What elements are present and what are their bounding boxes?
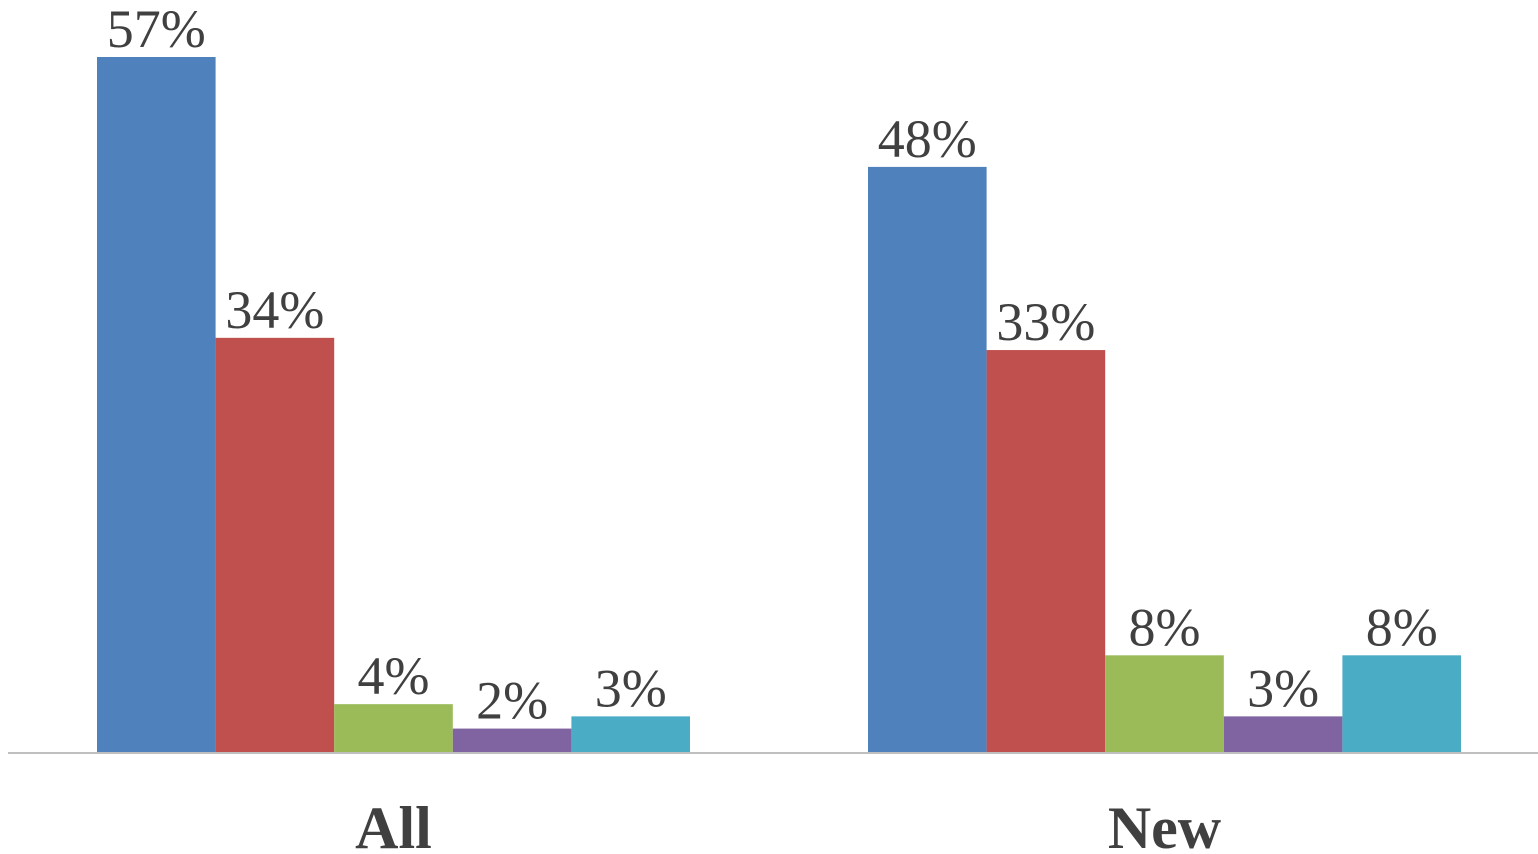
bar-new-series-1 [868, 167, 987, 753]
bar-new-series-4 [1224, 716, 1343, 753]
bar-all-series-4 [453, 729, 572, 753]
bar-all-series-1 [97, 57, 216, 753]
data-label-all-series-5: 3% [595, 658, 667, 718]
category-labels-layer: All New [355, 795, 1222, 854]
data-label-all-series-3: 4% [358, 646, 430, 706]
data-label-new-series-3: 8% [1129, 597, 1201, 657]
data-label-all-series-1: 57% [107, 0, 206, 59]
data-label-new-series-5: 8% [1366, 597, 1438, 657]
data-label-new-series-4: 3% [1247, 658, 1319, 718]
category-label-new: New [1108, 795, 1222, 854]
data-label-all-series-2: 34% [225, 280, 324, 340]
data-label-new-series-2: 33% [996, 292, 1095, 352]
bar-new-series-2 [987, 350, 1106, 753]
bars-layer [97, 57, 1461, 753]
category-label-all: All [355, 795, 432, 854]
bar-all-series-3 [334, 704, 453, 753]
bar-new-series-3 [1105, 655, 1224, 753]
bar-all-series-5 [571, 716, 690, 753]
data-label-all-series-4: 2% [476, 671, 548, 731]
bar-new-series-5 [1342, 655, 1461, 753]
bar-all-series-2 [216, 338, 335, 753]
data-label-new-series-1: 48% [878, 109, 977, 169]
